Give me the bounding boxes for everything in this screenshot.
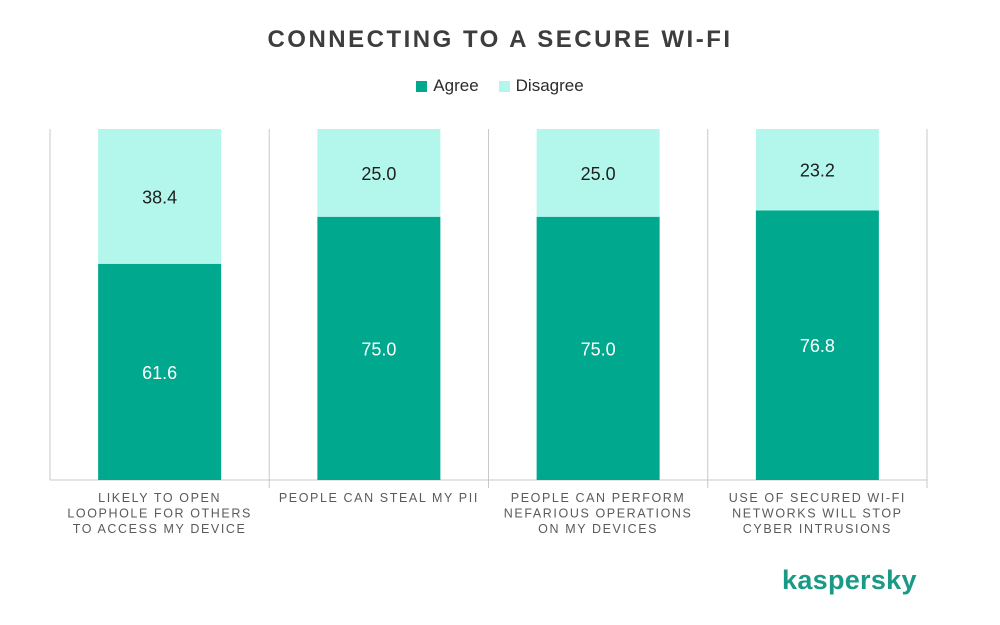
bar-agree — [755, 210, 879, 480]
category-label-line: ON MY DEVICES — [538, 522, 658, 536]
legend-swatch-agree — [416, 80, 428, 92]
data-label-agree: 61.6 — [142, 363, 177, 383]
category-label-line: LIKELY TO OPEN — [98, 491, 221, 505]
bar-disagree — [317, 129, 441, 217]
data-label-disagree: 25.0 — [581, 164, 616, 184]
legend-label-agree: Agree — [433, 76, 479, 95]
bar-agree — [317, 216, 441, 480]
category-label: PEOPLE CAN PERFORM NEFARIOUS OPERATIONS ON… — [504, 491, 693, 536]
category-label-line: CYBER INTRUSIONS — [743, 522, 892, 536]
data-label-agree: 76.8 — [800, 336, 835, 356]
data-label-disagree: 23.2 — [800, 161, 835, 181]
category-label-line: LOOPHOLE FOR OTHERS — [67, 507, 252, 521]
category-label-line: TO ACCESS MY DEVICE — [73, 522, 247, 536]
bar-disagree — [536, 129, 660, 217]
category-label: LIKELY TO OPEN LOOPHOLE FOR OTHERS TO ACCE… — [67, 491, 252, 536]
category-label: USE OF SECURED WI-FI NETWORKS WILL STOP CY… — [729, 491, 906, 536]
data-label-agree: 75.0 — [581, 339, 616, 359]
category-label: PEOPLE CAN STEAL MY PII — [279, 491, 479, 505]
bar-agree — [536, 216, 660, 480]
category-label-line: PEOPLE CAN PERFORM — [511, 491, 686, 505]
category-label-line: PEOPLE CAN STEAL MY PII — [279, 491, 479, 505]
legend-item-disagree: Disagree — [498, 76, 584, 96]
data-label-agree: 75.0 — [361, 339, 396, 359]
data-label-disagree: 25.0 — [361, 164, 396, 184]
legend-swatch-disagree — [498, 80, 510, 92]
category-label-line: NEFARIOUS OPERATIONS — [504, 507, 693, 521]
legend-label-disagree: Disagree — [515, 76, 584, 95]
category-label-line: NETWORKS WILL STOP — [732, 507, 903, 521]
category-label-line: USE OF SECURED WI-FI — [729, 491, 906, 505]
data-label-disagree: 38.4 — [142, 187, 177, 207]
chart-title: CONNECTING TO A SECURE WI-FI — [267, 26, 733, 53]
legend-item-agree: Agree — [416, 76, 479, 96]
bar-agree — [98, 263, 222, 480]
bar-disagree — [755, 129, 879, 211]
kaspersky-logo: kaspersky — [782, 565, 917, 595]
chart-legend: Agree Disagree — [0, 76, 1000, 96]
bar-disagree — [98, 129, 222, 264]
